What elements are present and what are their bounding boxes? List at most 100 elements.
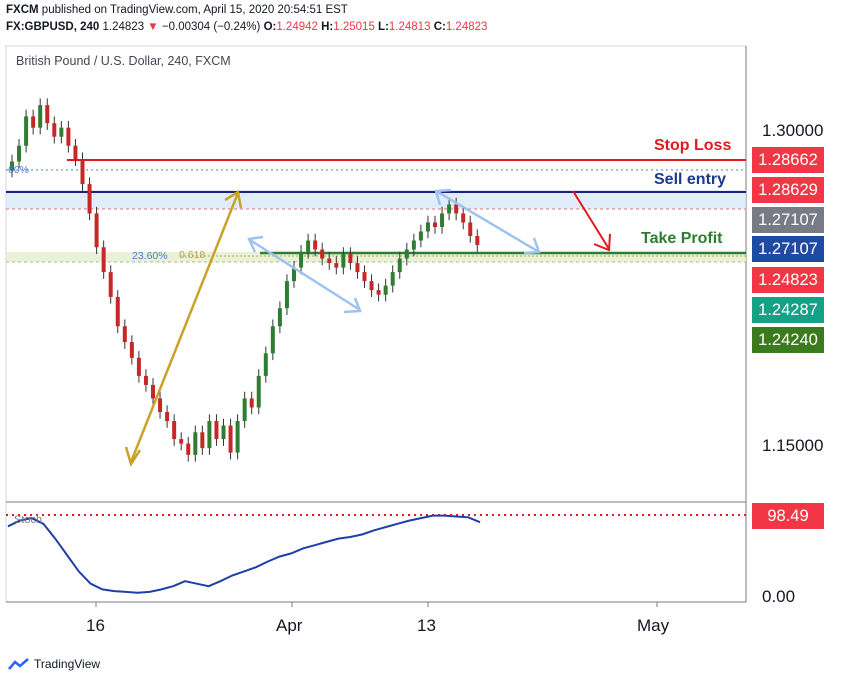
candle-body bbox=[214, 421, 219, 440]
candle-body bbox=[143, 375, 148, 385]
level-price-tag-2: 1.24240 bbox=[752, 327, 824, 353]
candle-body bbox=[468, 222, 473, 236]
candle-body bbox=[411, 240, 416, 250]
candle-body bbox=[10, 161, 14, 171]
candle-body bbox=[101, 247, 106, 273]
red-arrowhead bbox=[593, 233, 611, 252]
candle-body bbox=[404, 249, 409, 259]
published-text: published on TradingView.com, April 15, … bbox=[41, 4, 348, 16]
stoch-value-tag: 98.49 bbox=[752, 503, 824, 529]
publish-line: FXCM published on TradingView.com, April… bbox=[6, 4, 348, 16]
candle-body bbox=[186, 443, 191, 455]
candle-body bbox=[461, 213, 466, 223]
time-ticks bbox=[95, 602, 658, 607]
footer-brand: TradingView bbox=[34, 657, 101, 671]
red-arrow-line bbox=[572, 190, 610, 250]
price-change: −0.00304 (−0.24%) bbox=[161, 21, 261, 33]
candle-body bbox=[306, 240, 311, 252]
candle-body bbox=[87, 184, 92, 214]
candle-body bbox=[235, 421, 240, 453]
candle-body bbox=[221, 425, 226, 440]
price-label-1: 1.30000 bbox=[762, 121, 824, 140]
tp-zone bbox=[6, 252, 746, 262]
candle-body bbox=[38, 105, 43, 128]
stoch-title: Stoch bbox=[14, 514, 43, 526]
sell-zone bbox=[6, 190, 746, 209]
tradingview-icon bbox=[8, 658, 29, 670]
candle-body bbox=[425, 222, 430, 232]
blue-arrow-2 bbox=[434, 188, 541, 255]
candle-body bbox=[52, 123, 57, 137]
candle-body bbox=[263, 353, 268, 376]
candle-body bbox=[228, 425, 233, 453]
candle-body bbox=[270, 326, 275, 354]
symbol-label: FX:GBPUSD, 240 bbox=[6, 21, 100, 33]
high-value: 1.25015 bbox=[333, 21, 375, 33]
close-label: C: bbox=[433, 21, 446, 33]
level-price-tag-1: 1.24287 bbox=[752, 297, 824, 323]
take-profit-price-tag: 1.27107 bbox=[752, 236, 824, 262]
candle-body bbox=[207, 421, 212, 449]
stoch-zero-label: 0.00 bbox=[762, 587, 796, 606]
candle-body bbox=[284, 281, 289, 309]
time-label-16: 16 bbox=[86, 616, 105, 635]
candles-group bbox=[10, 98, 480, 462]
candle-body bbox=[299, 251, 304, 268]
candle-body bbox=[355, 263, 360, 273]
low-value: 1.24813 bbox=[388, 21, 431, 33]
candle-body bbox=[397, 258, 402, 273]
publisher: FXCM bbox=[6, 4, 39, 16]
low-label: L: bbox=[378, 21, 389, 33]
sell-entry-price-tag: 1.28629 bbox=[752, 177, 824, 203]
candle-body bbox=[256, 375, 261, 408]
candle-body bbox=[31, 116, 36, 128]
candle-body bbox=[200, 432, 205, 449]
candle-body bbox=[447, 204, 452, 214]
candle-body bbox=[390, 272, 395, 286]
candle-body bbox=[165, 412, 170, 422]
candle-body bbox=[17, 145, 22, 162]
gold-arrowhead-low bbox=[124, 446, 142, 467]
fib-236-label: 23.60% bbox=[132, 250, 168, 262]
take-profit-label: Take Profit bbox=[641, 230, 723, 247]
candle-body bbox=[108, 272, 113, 297]
last-price: 1.24823 bbox=[102, 21, 145, 33]
candle-body bbox=[24, 116, 29, 146]
candle-body bbox=[242, 398, 247, 422]
candle-body bbox=[454, 204, 459, 214]
candle-body bbox=[383, 285, 388, 295]
down-arrow-icon: ▼ bbox=[147, 21, 159, 33]
candle-body bbox=[313, 240, 318, 250]
candle-body bbox=[115, 296, 120, 327]
candle-body bbox=[418, 231, 423, 241]
candle-body bbox=[334, 263, 339, 268]
open-value: 1.24942 bbox=[276, 21, 318, 33]
ohlc-line: FX:GBPUSD, 240 1.24823 ▼ −0.00304 (−0.24… bbox=[6, 21, 487, 33]
candle-body bbox=[80, 159, 85, 185]
fib-618-label: 0.618 bbox=[179, 249, 206, 261]
candle-body bbox=[179, 439, 184, 444]
candle-body bbox=[129, 342, 134, 358]
chart-title: British Pound / U.S. Dollar, 240, FXCM bbox=[16, 54, 231, 68]
candle-body bbox=[45, 105, 50, 124]
blue-arrow-1 bbox=[247, 235, 362, 314]
stop-loss-label: Stop Loss bbox=[654, 137, 732, 154]
candle-body bbox=[362, 272, 367, 282]
candle-body bbox=[320, 249, 325, 259]
price-label-2: 1.15000 bbox=[762, 436, 824, 455]
time-label-apr: Apr bbox=[276, 616, 303, 635]
candle-body bbox=[327, 258, 332, 264]
gold-arrowhead-high bbox=[224, 189, 243, 209]
candle-body bbox=[292, 267, 296, 282]
tradingview-logo[interactable]: TradingView bbox=[8, 657, 100, 671]
fib-price-tag: 1.27107 bbox=[752, 207, 824, 233]
candle-body bbox=[348, 254, 353, 264]
candle-body bbox=[376, 290, 381, 295]
candle-body bbox=[277, 308, 282, 327]
candle-body bbox=[66, 127, 71, 146]
candle-body bbox=[475, 236, 480, 246]
candle-body bbox=[158, 398, 163, 412]
close-value: 1.24823 bbox=[445, 21, 488, 33]
gold-swing-line bbox=[129, 192, 240, 463]
